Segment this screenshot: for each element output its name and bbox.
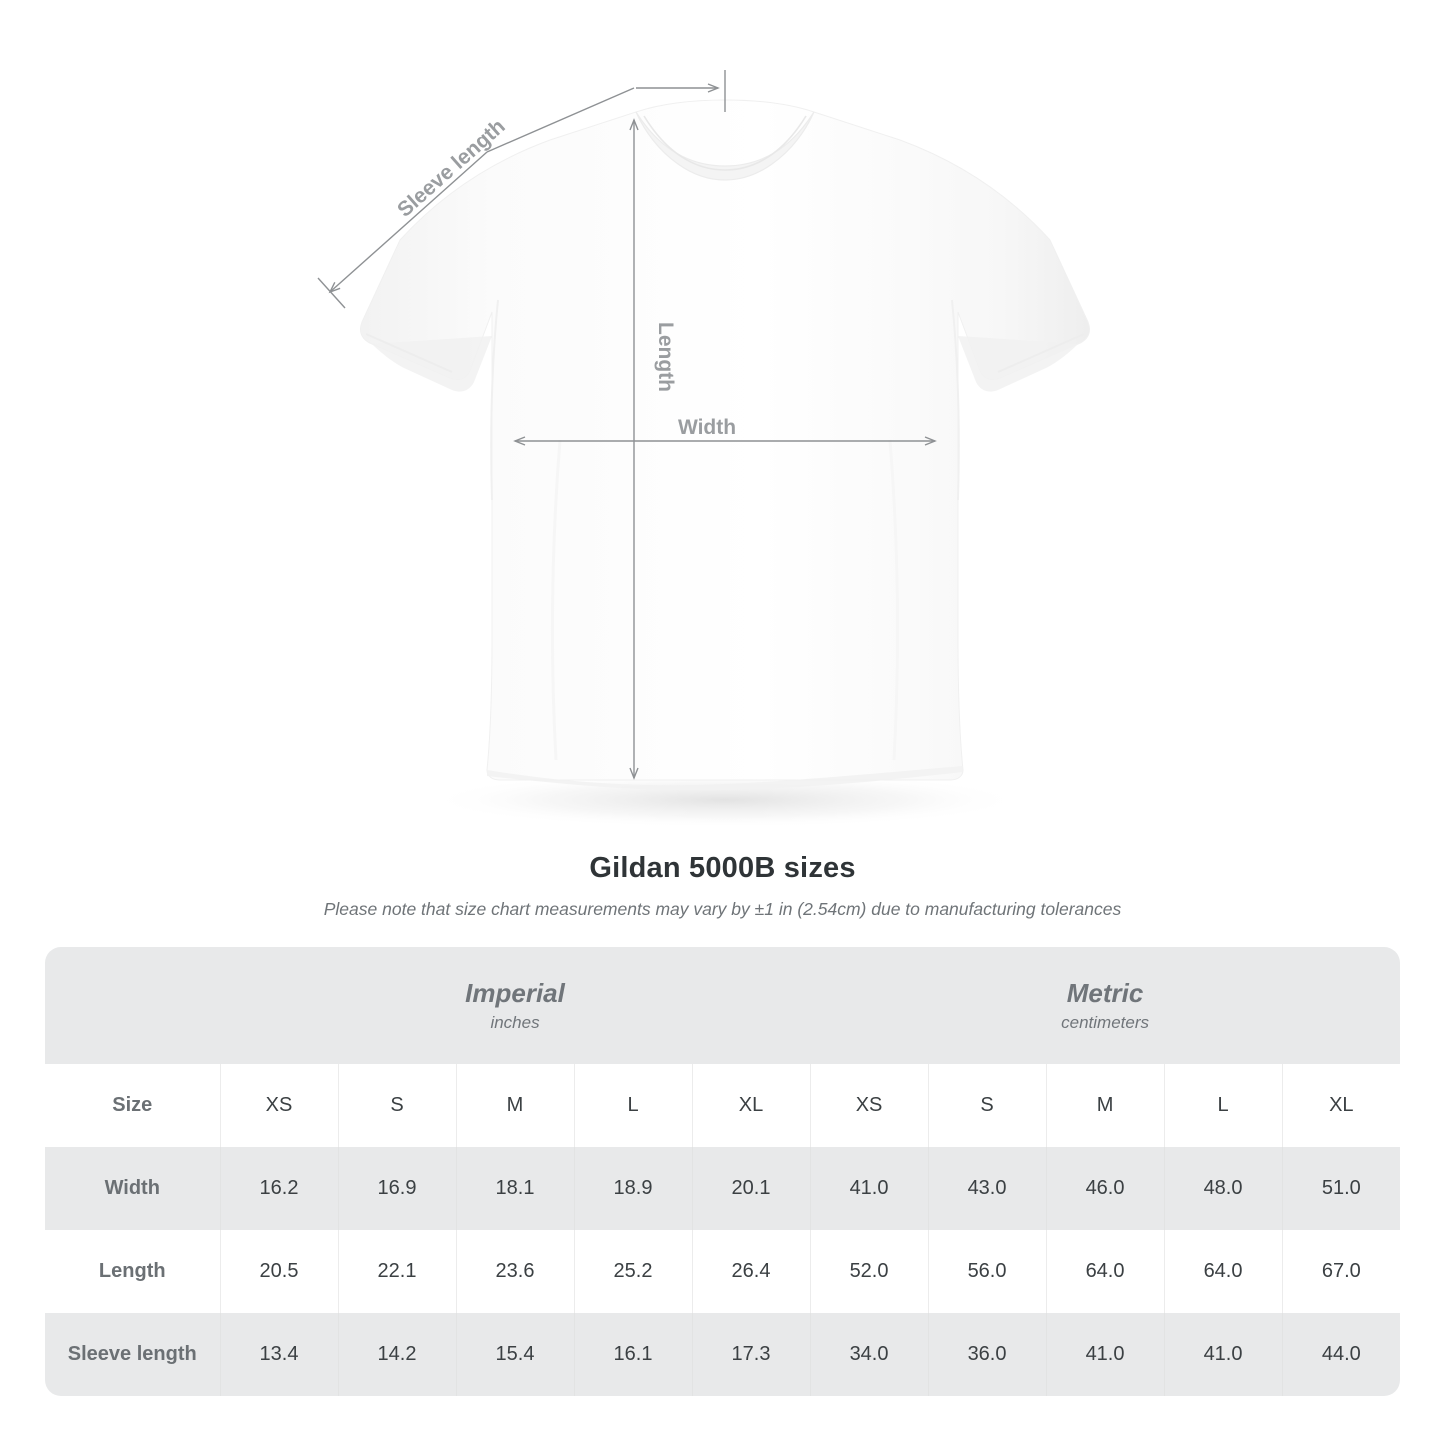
fabric-fold-left [551,439,562,761]
cell-width-imperial-l: 18.9 [573,1147,692,1230]
header-metric-m: M [1045,1064,1165,1147]
cell-sleeve-imperial-l: 16.1 [573,1313,692,1396]
tolerance-note: Please note that size chart measurements… [323,899,1122,919]
cell-sleeve-metric-l: 41.0 [1163,1313,1283,1396]
table-header-row: Size XS S M L XL XS S M L XL [45,1064,1401,1147]
header-size-label: Size [45,1064,220,1147]
header-metric-xs: XS [809,1064,929,1147]
cell-length-metric-l: 64.0 [1163,1230,1283,1313]
width-label: Width [678,416,736,439]
cell-length-imperial-s: 22.1 [337,1230,456,1313]
collar-ribbing [635,111,815,181]
page-title: Gildan 5000B sizes [589,852,856,884]
length-label: Length [654,322,677,392]
header-imperial-xl: XL [691,1064,811,1147]
cell-length-metric-xs: 52.0 [809,1230,929,1313]
cell-length-metric-xl: 67.0 [1281,1230,1401,1313]
cell-sleeve-metric-s: 36.0 [927,1313,1047,1396]
row-label-width: Width [45,1147,220,1230]
header-imperial-l: L [573,1064,692,1147]
unit-band-spacer [45,947,220,1064]
cell-width-imperial-m: 18.1 [455,1147,574,1230]
header-metric-xl: XL [1281,1064,1401,1147]
unit-group-imperial-name: Imperial [465,977,565,1008]
row-label-length: Length [45,1230,220,1313]
cell-width-imperial-xl: 20.1 [691,1147,811,1230]
tshirt-diagram: Sleeve length Length Width [317,70,1091,828]
header-metric-l: L [1163,1064,1283,1147]
cell-sleeve-imperial-xs: 13.4 [219,1313,338,1396]
cell-length-metric-m: 64.0 [1045,1230,1165,1313]
tshirt-illustration: Sleeve length Length Width [317,70,1091,828]
table-row: Length 20.5 22.1 23.6 25.2 26.4 52.0 56.… [45,1230,1401,1313]
garment-shadow [425,772,1025,828]
left-armhole-seam [490,299,499,501]
cell-length-metric-s: 56.0 [927,1230,1047,1313]
shoulder-pointer [636,70,726,112]
collar-inner-line [643,115,807,171]
sleeve-upper-segment [486,87,635,153]
header-imperial-xs: XS [219,1064,338,1147]
bottom-hem [487,766,963,791]
unit-group-imperial: Imperial inches [220,947,811,1064]
header-imperial-m: M [455,1064,574,1147]
unit-group-metric: Metric centimeters [810,947,1401,1064]
table-row: Sleeve length 13.4 14.2 15.4 16.1 17.3 3… [45,1313,1401,1396]
left-sleeve-hem-line [365,333,453,373]
cell-width-metric-xl: 51.0 [1281,1147,1401,1230]
cell-sleeve-imperial-m: 15.4 [455,1313,574,1396]
sleeve-diagonal-line [328,151,488,294]
table-row: Width 16.2 16.9 18.1 18.9 20.1 41.0 43.0… [45,1147,1401,1230]
tshirt-body-path [359,99,1091,781]
fabric-fold-right [888,439,899,761]
cell-length-imperial-m: 23.6 [455,1230,574,1313]
header-imperial-s: S [337,1064,456,1147]
cell-sleeve-imperial-s: 14.2 [337,1313,456,1396]
unit-group-imperial-sub: inches [490,1012,540,1032]
length-dimension: Length [629,118,677,780]
cell-width-metric-m: 46.0 [1045,1147,1165,1230]
right-sleeve-hem-line [997,333,1085,373]
cell-width-metric-xs: 41.0 [809,1147,929,1230]
cell-length-imperial-xs: 20.5 [219,1230,338,1313]
tshirt-shape [359,99,1091,791]
cell-width-metric-l: 48.0 [1163,1147,1283,1230]
cell-width-imperial-xs: 16.2 [219,1147,338,1230]
size-chart-table: Imperial inches Metric centimeters Size … [45,947,1401,1396]
row-label-sleeve-length: Sleeve length [45,1313,220,1396]
cell-sleeve-metric-xl: 44.0 [1281,1313,1401,1396]
width-dimension: Width [513,416,937,446]
unit-band-row: Imperial inches Metric centimeters [45,947,1401,1064]
cell-sleeve-imperial-xl: 17.3 [691,1313,811,1396]
cell-sleeve-metric-m: 41.0 [1045,1313,1165,1396]
cell-length-imperial-xl: 26.4 [691,1230,811,1313]
right-armhole-seam [951,299,960,501]
cell-sleeve-metric-xs: 34.0 [809,1313,929,1396]
header-metric-s: S [927,1064,1047,1147]
unit-group-metric-sub: centimeters [1061,1012,1149,1032]
unit-group-metric-name: Metric [1066,977,1144,1008]
cell-length-imperial-l: 25.2 [573,1230,692,1313]
cell-width-imperial-s: 16.9 [337,1147,456,1230]
sleeve-end-tick [317,277,346,309]
chart-heading-block: Gildan 5000B sizes Please note that size… [0,848,1445,924]
cell-width-metric-s: 43.0 [927,1147,1047,1230]
